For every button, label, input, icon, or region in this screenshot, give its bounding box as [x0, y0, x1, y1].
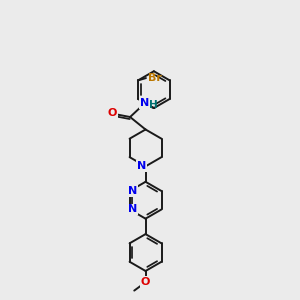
Text: O: O: [108, 108, 117, 118]
Text: N: N: [128, 204, 137, 214]
Text: Br: Br: [148, 73, 162, 83]
Text: H: H: [148, 100, 157, 110]
Text: O: O: [141, 277, 150, 287]
Text: N: N: [140, 98, 150, 108]
Text: N: N: [137, 161, 146, 171]
Text: N: N: [128, 186, 137, 196]
